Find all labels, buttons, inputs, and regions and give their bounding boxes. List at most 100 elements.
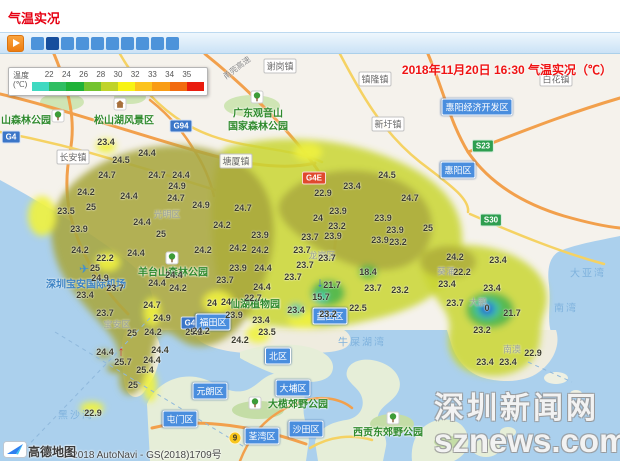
temp-reading: 18.4 [359, 267, 377, 277]
temp-reading: 23.5 [57, 206, 75, 216]
temp-reading: 23.9 [329, 206, 347, 216]
temp-reading: 23.7 [293, 245, 311, 255]
park-label: 羊台山森林公园 [138, 267, 208, 279]
water-label: 黑沙湾 [58, 410, 94, 422]
district-label: 龙岗区 [308, 250, 336, 261]
district-badge: 北区 [264, 347, 292, 365]
temp-reading: 23.7 [296, 260, 314, 270]
temp-reading: 24.9 [91, 273, 109, 283]
temp-reading: 24.2 [144, 327, 162, 337]
legend-tick: 33 [147, 70, 157, 79]
play-button[interactable] [7, 34, 24, 52]
temp-reading: 24 [312, 213, 324, 223]
temp-reading: 25.4 [136, 365, 154, 375]
legend-tick: 35 [182, 70, 192, 79]
temp-reading: 22.2 [453, 267, 471, 277]
district-badge: 盐田区 [312, 307, 348, 325]
road-shield: G4 [1, 130, 21, 144]
temp-reading: 24.2 [231, 335, 249, 345]
page-title: 气温实况 [8, 11, 61, 26]
temp-reading: 23.4 [76, 290, 94, 300]
legend-color-segment [32, 82, 50, 91]
temp-reading: 23.5 [258, 327, 276, 337]
park-label: 广东观音山 [233, 108, 283, 120]
timeline-frame-6[interactable] [106, 36, 119, 50]
legend-tick: 26 [79, 70, 89, 79]
temp-reading: 24.2 [71, 245, 89, 255]
autonavi-logo-icon [3, 441, 27, 458]
temp-reading: 23.7 [106, 283, 124, 293]
temp-reading: 23.7 [364, 283, 382, 293]
water-label: 牛屎湖湾 [338, 337, 386, 349]
timeline-frame-3[interactable] [61, 36, 74, 50]
district-badge: 惠阳区 [440, 161, 476, 179]
temp-reading: 22.9 [314, 188, 332, 198]
temp-reading: 23.2 [391, 285, 409, 295]
temp-reading: 25.7 [114, 357, 132, 367]
temp-reading: 24.9 [168, 181, 186, 191]
airport-label: 深圳宝安国际机场 [46, 279, 126, 291]
fall-arrow-icon: ↓ [316, 274, 324, 290]
legend-tick: 24 [61, 70, 71, 79]
temp-reading: 23.2 [473, 325, 491, 335]
timeline-frame-1[interactable] [31, 36, 44, 50]
temp-reading: 24.4 [253, 282, 271, 292]
timeline-frame-9[interactable] [151, 36, 164, 50]
town-badge: 镇隆镇 [358, 71, 392, 87]
temp-reading: 23.4 [287, 305, 305, 315]
district-badge: 惠阳经济开发区 [441, 98, 513, 116]
legend-color-segment [135, 82, 153, 91]
town-badge: 谢岗镇 [263, 58, 297, 74]
temp-reading: 23.9 [324, 231, 342, 241]
temp-reading: 25 [126, 328, 138, 338]
temp-reading: 22.9 [84, 408, 102, 418]
town-badge: 新圩镇 [371, 116, 405, 132]
park-label: 山森林公园 [1, 115, 51, 127]
temp-reading: 24.7 [148, 170, 166, 180]
temp-reading: 23.4 [476, 357, 494, 367]
temp-reading: 24.2 [192, 326, 210, 336]
timeline-frame-8[interactable] [136, 36, 149, 50]
map-provider-brand: 高德地图 [28, 445, 77, 459]
watermark-line2: sznews.com [434, 422, 620, 459]
temp-reading: 24.4 [148, 278, 166, 288]
temp-reading: 23.2 [328, 221, 346, 231]
temp-reading: 24.4 [133, 217, 151, 227]
temp-reading: 23.9 [374, 213, 392, 223]
temp-reading: 23.7 [446, 298, 464, 308]
tree-icon [165, 251, 179, 265]
temp-reading: 23.7 [96, 308, 114, 318]
temp-reading: 23.4 [489, 255, 507, 265]
temp-reading: 24.9 [153, 313, 171, 323]
timeline-frame-5[interactable] [91, 36, 104, 50]
legend-color-segment [100, 82, 119, 91]
legend-color-bar [32, 82, 205, 91]
timeline-frame-10[interactable] [166, 36, 179, 50]
temp-reading: 22.9 [524, 348, 542, 358]
park-label: 西贡东郊野公园 [353, 427, 423, 439]
timeline-frames [31, 36, 181, 50]
temp-reading: 23.9 [225, 310, 243, 320]
temp-reading: 23.4 [438, 279, 456, 289]
temp-reading: 24.4 [96, 347, 114, 357]
legend-color-segment [186, 82, 205, 91]
temp-reading: 23.7 [318, 253, 336, 263]
temp-reading: 24.2 [194, 245, 212, 255]
timeline-frame-7[interactable] [121, 36, 134, 50]
watermark-line1: 深圳新闻网 [434, 392, 599, 425]
timeline-frame-2[interactable] [46, 36, 59, 50]
legend-color-segment [152, 82, 170, 91]
road-shield: G4E [301, 171, 327, 185]
temp-reading: 23.9 [229, 263, 247, 273]
district-badge: 荃湾区 [244, 427, 280, 445]
road-shield: G94 [169, 119, 193, 133]
district-label: 光明区 [153, 209, 181, 220]
temp-reading: 24.5 [378, 170, 396, 180]
timeline-frame-4[interactable] [76, 36, 89, 50]
temp-reading: 24.2 [213, 220, 231, 230]
temp-reading: 24.7 [98, 170, 116, 180]
legend-color-segment [83, 82, 101, 91]
temp-reading: 23.9 [70, 224, 88, 234]
temperature-legend: 温度 (℃) 22 24 26 28 30 32 33 34 35 [8, 67, 208, 96]
